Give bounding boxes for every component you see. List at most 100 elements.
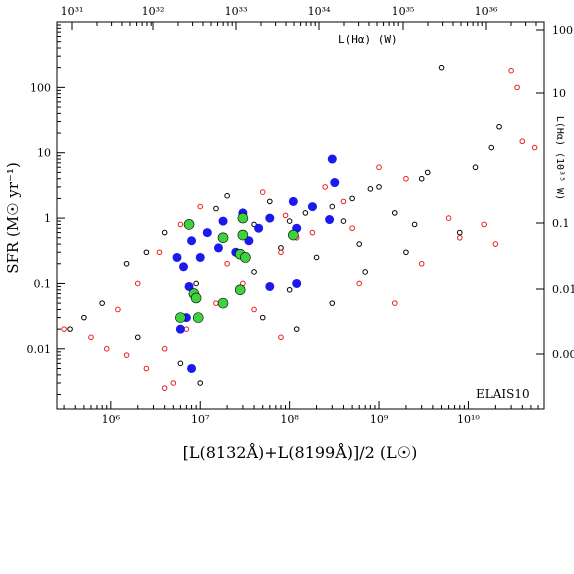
red-open-point — [224, 260, 230, 267]
blue-filled-point — [172, 252, 182, 262]
black-open-point — [367, 186, 374, 192]
green-filled-point — [190, 292, 202, 304]
black-open-point — [134, 334, 141, 341]
black-open-point — [349, 195, 355, 202]
black-open-point — [197, 380, 204, 386]
right-tick-label: 0.00 — [552, 348, 574, 361]
black-open-point — [329, 203, 336, 210]
red-open-point — [376, 164, 382, 171]
black-open-point — [123, 260, 130, 267]
y-tick-label: 1 — [44, 212, 51, 225]
red-open-point — [391, 300, 398, 306]
top-axis-label: L(Hα) (W) — [338, 33, 398, 46]
black-open-point — [376, 184, 382, 190]
plot-annotation: ELAIS10 — [476, 387, 530, 401]
red-open-point — [508, 67, 514, 74]
blue-filled-point — [175, 324, 185, 334]
green-filled-point — [183, 219, 195, 230]
red-open-point — [143, 365, 150, 372]
green-filled-point — [217, 297, 229, 309]
black-open-point — [143, 249, 150, 256]
black-open-point — [161, 229, 168, 236]
blue-filled-point — [307, 202, 317, 212]
black-open-point — [362, 269, 368, 275]
x-tick-label: 10⁹ — [370, 413, 389, 426]
green-filled-point — [217, 232, 229, 244]
red-open-point — [61, 326, 67, 332]
red-open-point — [322, 184, 329, 190]
red-open-point — [481, 221, 487, 228]
red-open-point — [418, 260, 425, 267]
red-open-point — [403, 175, 409, 182]
blue-filled-point — [184, 281, 194, 291]
black-open-point — [213, 205, 219, 212]
x-tick-label: 10⁶ — [102, 413, 121, 426]
green-filled-point — [237, 212, 249, 224]
right-tick-label: 10 — [552, 87, 566, 100]
blue-filled-point — [288, 196, 298, 206]
black-open-point — [403, 249, 409, 256]
black-open-point — [418, 175, 425, 182]
x-axis-label: [L(8132Å)+L(8199Å)]/2 (L☉) — [183, 442, 418, 462]
top-tick-label: 10³⁵ — [392, 5, 415, 18]
red-open-point — [278, 334, 284, 341]
top-tick-label: 10³¹ — [61, 5, 84, 18]
red-open-point — [170, 380, 177, 386]
green-filled-point — [237, 229, 249, 241]
black-open-point — [224, 192, 230, 199]
red-open-point — [309, 229, 316, 236]
blue-filled-point — [325, 215, 335, 225]
data-points — [61, 64, 538, 391]
green-filled-point — [175, 312, 186, 323]
blue-filled-point — [265, 281, 275, 291]
green-filled-point — [240, 252, 251, 263]
red-open-point — [161, 385, 168, 391]
y-tick-label: 0.1 — [34, 277, 52, 290]
black-open-point — [193, 280, 199, 287]
red-open-point — [161, 346, 168, 352]
red-open-point — [445, 215, 452, 221]
blue-filled-point — [187, 363, 197, 373]
y-axis-label: SFR (M☉ yr⁻¹) — [4, 162, 22, 274]
axis-ticks — [57, 22, 545, 409]
green-filled-point — [234, 284, 246, 296]
black-open-point — [286, 218, 293, 224]
black-open-point — [424, 169, 431, 176]
blue-filled-point — [327, 154, 337, 164]
top-tick-label: 10³² — [142, 5, 165, 18]
black-open-point — [488, 144, 495, 151]
black-open-point — [259, 314, 266, 321]
top-tick-label: 10³⁶ — [475, 5, 498, 18]
black-open-point — [177, 360, 184, 367]
red-open-point — [519, 138, 526, 145]
black-open-point — [313, 254, 320, 261]
black-open-point — [67, 326, 73, 332]
black-open-point — [438, 64, 445, 71]
black-open-point — [472, 164, 479, 171]
top-tick-label: 10³³ — [225, 5, 248, 18]
red-open-point — [156, 249, 163, 256]
red-open-point — [531, 144, 538, 151]
black-open-point — [81, 314, 87, 321]
top-tick-label: 10³⁴ — [308, 5, 331, 18]
red-open-point — [340, 198, 347, 205]
red-open-point — [103, 346, 110, 352]
black-open-point — [293, 326, 300, 332]
x-tick-label: 10¹⁰ — [457, 413, 480, 426]
y-tick-label: 100 — [30, 81, 51, 94]
black-open-point — [251, 269, 257, 275]
red-open-point — [456, 234, 463, 241]
x-tick-label: 10⁸ — [280, 413, 299, 426]
red-open-point — [251, 306, 257, 313]
blue-filled-point — [202, 228, 212, 238]
red-open-point — [177, 221, 184, 228]
blue-filled-point — [265, 213, 275, 223]
red-open-point — [356, 280, 363, 287]
right-tick-label: 0.1 — [552, 217, 570, 230]
red-open-point — [282, 212, 289, 219]
black-open-point — [391, 210, 398, 216]
black-open-point — [286, 286, 293, 293]
black-open-point — [340, 218, 347, 224]
y-tick-label: 10 — [37, 147, 51, 160]
